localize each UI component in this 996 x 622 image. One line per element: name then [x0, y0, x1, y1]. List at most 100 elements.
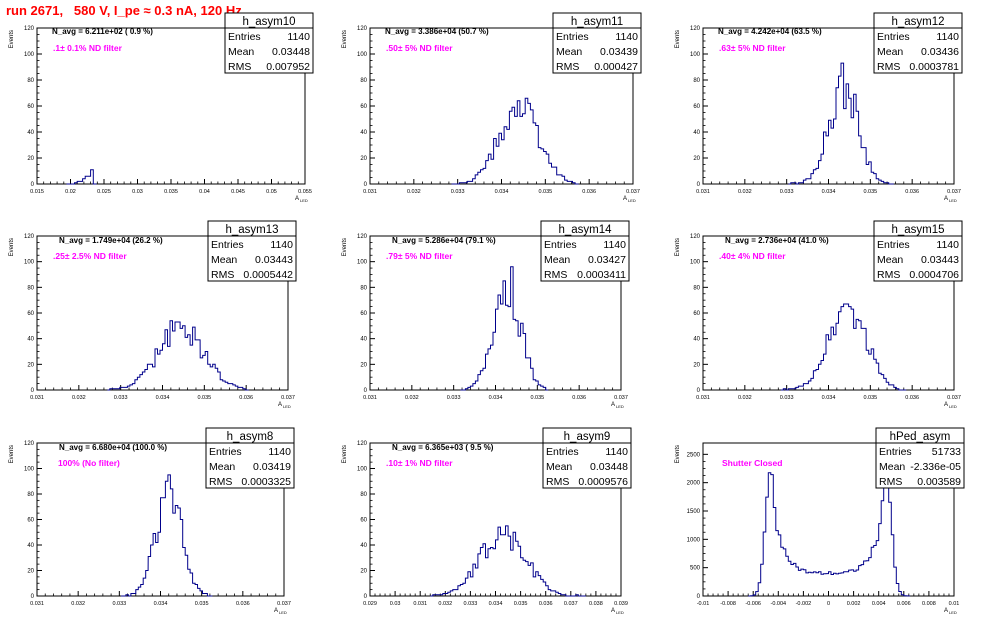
x-tick-label: 0.033	[451, 189, 465, 195]
x-tick-label: 0.037	[281, 395, 295, 401]
x-tick-label: 0.034	[495, 189, 509, 195]
filter-label: .63± 5% ND filter	[719, 43, 786, 53]
stats-label-entries: Entries	[879, 446, 912, 458]
y-tick-label: 500	[690, 566, 701, 572]
x-tick-label: 0.015	[30, 189, 44, 195]
y-tick-label: 20	[693, 156, 700, 162]
histogram-panel-h_asym8: 0 20 40 60 80 100 120 0.031 0.032 0.033 0.034 0.035…	[9, 427, 295, 615]
y-tick-label: 60	[27, 311, 34, 317]
x-tick-label: 0.034	[156, 395, 170, 401]
stats-label-rms: RMS	[544, 269, 567, 281]
x-tick-label: 0.029	[363, 601, 377, 607]
x-tick-label: 0.03	[390, 601, 401, 607]
x-tick-label: 0.036	[572, 395, 586, 401]
x-axis-label: A	[274, 608, 278, 614]
x-axis-label-subscript: LED	[616, 404, 624, 409]
x-tick-label: 0.055	[298, 189, 312, 195]
stats-value-entries: 1140	[615, 31, 638, 43]
stats-label-entries: Entries	[877, 31, 910, 43]
n-avg-label: N_avg = 4.242e+04 (63.5 %)	[718, 27, 822, 36]
x-axis-label: A	[944, 608, 948, 614]
y-tick-label: 120	[690, 26, 701, 32]
stats-value-entries: 1140	[268, 446, 291, 458]
stats-value-rms: 0.0003781	[909, 61, 959, 73]
x-tick-label: 0	[827, 601, 830, 607]
y-tick-label: 80	[693, 78, 700, 84]
n-avg-label: N_avg = 6.211e+02 ( 0.9 %)	[52, 27, 153, 36]
y-tick-label: 120	[690, 234, 701, 240]
x-tick-label: 0.037	[564, 601, 578, 607]
x-tick-label: 0.05	[266, 189, 277, 195]
stats-value-rms: 0.0003325	[241, 476, 291, 488]
y-tick-label: 120	[24, 441, 35, 447]
x-tick-label: 0.037	[947, 395, 961, 401]
x-tick-label: 0.031	[30, 395, 44, 401]
x-tick-label: 0.035	[863, 189, 877, 195]
y-tick-label: 20	[27, 156, 34, 162]
y-axis-label: Events	[342, 238, 348, 256]
stats-label-rms: RMS	[877, 269, 900, 281]
stats-value-rms: 0.003589	[917, 476, 961, 488]
x-tick-label: 0.038	[589, 601, 603, 607]
y-tick-label: 2500	[687, 452, 701, 458]
stats-label-mean: Mean	[879, 461, 905, 473]
stats-label-mean: Mean	[546, 461, 572, 473]
x-tick-label: 0.01	[949, 601, 960, 607]
stats-box-title: h_asym9	[564, 431, 611, 443]
y-tick-label: 0	[697, 182, 701, 188]
y-tick-label: 100	[357, 467, 368, 473]
histogram-panel-h_asym12: 0 20 40 60 80 100 120 0.031 0.032 0.033 0.034 0.035…	[675, 12, 963, 203]
y-tick-label: 60	[27, 104, 34, 110]
stats-label-rms: RMS	[546, 476, 569, 488]
stats-value-mean: 0.03419	[253, 461, 291, 473]
x-axis-label-subscript: LED	[300, 198, 308, 203]
stats-label-mean: Mean	[556, 46, 582, 58]
n-avg-label: N_avg = 1.749e+04 (26.2 %)	[59, 236, 163, 245]
filter-label: 100% (No filter)	[58, 458, 120, 468]
histogram-panel-h_asym9: 0 20 40 60 80 100 120 0.029 0.03 0.031 0.032 0.033 0…	[342, 427, 632, 615]
y-tick-label: 2000	[687, 481, 701, 487]
stats-value-entries: 1140	[270, 239, 293, 251]
filter-label: .40± 4% ND filter	[719, 251, 786, 261]
y-tick-label: 0	[364, 594, 368, 600]
stats-box	[552, 12, 642, 74]
x-tick-label: 0.036	[539, 601, 553, 607]
y-tick-label: 60	[27, 518, 34, 524]
stats-value-rms: 0.000427	[594, 61, 638, 73]
stats-value-entries: 1140	[605, 446, 628, 458]
filter-label: Shutter Closed	[722, 458, 782, 468]
x-tick-label: 0.031	[413, 601, 427, 607]
x-tick-label: 0.031	[363, 395, 377, 401]
filter-label: .1± 0.1% ND filter	[53, 43, 123, 53]
y-tick-label: 60	[360, 518, 367, 524]
histogram-series	[788, 62, 894, 185]
stats-label-rms: RMS	[209, 476, 232, 488]
stats-box-title: h_asym8	[227, 431, 274, 443]
stats-box-title: hPed_asym	[890, 431, 951, 443]
stats-box	[205, 427, 295, 489]
y-tick-label: 120	[357, 441, 368, 447]
y-tick-label: 20	[693, 362, 700, 368]
y-tick-label: 120	[357, 26, 368, 32]
x-tick-label: 0.033	[780, 189, 794, 195]
x-tick-label: 0.033	[114, 395, 128, 401]
n-avg-label: N_avg = 6.680e+04 (100.0 %)	[59, 443, 167, 452]
x-axis-label: A	[611, 402, 615, 408]
x-tick-label: 0.034	[822, 395, 836, 401]
x-axis-label-subscript: LED	[628, 198, 636, 203]
y-tick-label: 40	[360, 337, 367, 343]
y-tick-label: 120	[24, 26, 35, 32]
x-tick-label: -0.006	[745, 601, 761, 607]
x-tick-label: 0.035	[863, 395, 877, 401]
y-tick-label: 80	[360, 492, 367, 498]
stats-value-entries: 1140	[603, 239, 626, 251]
x-axis-label: A	[278, 402, 282, 408]
y-tick-label: 40	[360, 543, 367, 549]
stats-box-title: h_asym15	[891, 224, 944, 236]
y-axis-label: Events	[342, 445, 348, 463]
y-tick-label: 1500	[687, 509, 701, 515]
stats-box-title: h_asym13	[225, 224, 278, 236]
x-tick-label: 0.033	[112, 601, 126, 607]
x-tick-label: 0.025	[97, 189, 111, 195]
